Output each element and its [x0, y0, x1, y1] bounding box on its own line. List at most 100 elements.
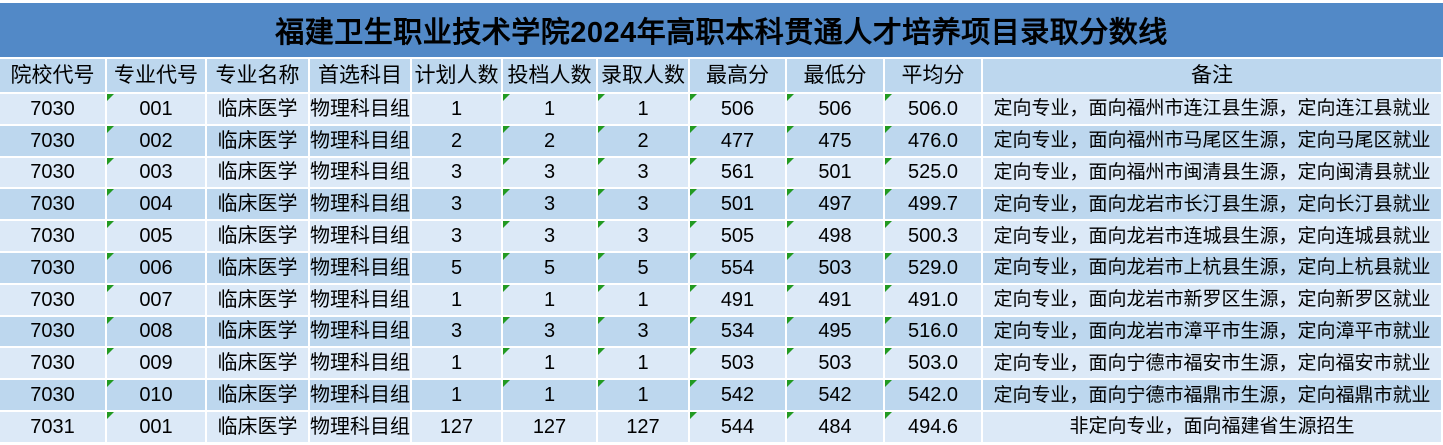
cell-value: 7030 [30, 384, 75, 407]
column-header-planned-count: 计划人数 [412, 59, 503, 94]
error-flag-icon [503, 157, 510, 165]
cell-admitted-count-row3: 3 [598, 157, 690, 190]
cell-planned-count-row7: 1 [412, 284, 503, 317]
cell-planned-count-row2: 2 [412, 125, 503, 158]
column-header-subject-group: 首选科目 [310, 59, 412, 94]
cell-value: 005 [139, 225, 173, 248]
cell-remark-row8: 定向专业，面向龙岩市漳平市生源，定向漳平市就业 [983, 316, 1443, 349]
error-flag-icon [503, 316, 510, 324]
cell-admitted-count-row8: 3 [598, 316, 690, 349]
cell-major-name-row7: 临床医学 [207, 284, 310, 317]
cell-value: 542.0 [907, 384, 959, 407]
cell-subject-group-row10: 物理科目组 [310, 380, 412, 412]
cell-value: 7030 [30, 256, 75, 279]
cell-value: 1 [543, 288, 556, 311]
cell-min-score-row4: 497 [787, 189, 885, 222]
cell-value: 临床医学 [217, 225, 298, 248]
cell-value: 3 [637, 193, 649, 216]
cell-max-score-row10: 542 [690, 380, 787, 412]
cell-avg-score-row9: 503.0 [885, 348, 983, 381]
cell-school-code-row2: 7030 [0, 125, 107, 158]
cell-min-score-row5: 498 [787, 221, 885, 253]
cell-major-code-row7: 007 [107, 284, 207, 317]
cell-value: 临床医学 [217, 97, 298, 120]
error-flag-icon [690, 252, 697, 260]
error-flag-icon [885, 252, 892, 260]
error-flag-icon [503, 125, 510, 133]
cell-value: 物理科目组 [310, 97, 410, 120]
error-flag-icon [690, 125, 697, 133]
error-flag-icon [107, 221, 114, 229]
cell-school-code-row3: 7030 [0, 157, 107, 190]
cell-value: 1 [543, 384, 556, 407]
cell-remark-row11: 非定向专业，面向福建省生源招生 [983, 411, 1443, 444]
cell-max-score-row3: 561 [690, 157, 787, 190]
column-header-major-code: 专业代号 [107, 59, 207, 94]
cell-value: 3 [637, 320, 649, 343]
cell-value: 定向专业，面向福州市连江县生源，定向连江县就业 [993, 98, 1431, 120]
error-flag-icon [503, 284, 510, 292]
cell-value: 1 [450, 97, 463, 120]
cell-subject-group-row3: 物理科目组 [310, 157, 412, 190]
cell-major-name-row4: 临床医学 [207, 189, 310, 222]
error-flag-icon [885, 221, 892, 229]
cell-value: 494.6 [907, 415, 959, 438]
cell-value: 503 [720, 352, 755, 375]
cell-filed-count-row2: 2 [503, 125, 598, 158]
error-flag-icon [885, 157, 892, 165]
error-flag-icon [107, 380, 114, 388]
cell-max-score-row7: 491 [690, 284, 787, 317]
error-flag-icon [885, 380, 892, 388]
cell-admitted-count-row11: 127 [598, 411, 690, 444]
error-flag-icon [690, 284, 697, 292]
cell-school-code-row11: 7031 [0, 411, 107, 444]
cell-value: 定向专业，面向龙岩市上杭县生源，定向上杭县就业 [993, 257, 1431, 279]
error-flag-icon [885, 94, 892, 101]
cell-value: 3 [637, 161, 649, 184]
cell-value: 1 [637, 97, 649, 120]
error-flag-icon [690, 157, 697, 165]
cell-avg-score-row11: 494.6 [885, 411, 983, 444]
cell-value: 临床医学 [217, 352, 298, 375]
cell-value: 127 [439, 415, 474, 438]
cell-value: 009 [139, 352, 173, 375]
error-flag-icon [598, 157, 605, 165]
cell-value: 008 [139, 320, 173, 343]
cell-school-code-row5: 7030 [0, 221, 107, 253]
cell-max-score-row6: 554 [690, 252, 787, 285]
cell-value: 1 [450, 384, 463, 407]
cell-filed-count-row7: 1 [503, 284, 598, 317]
cell-avg-score-row6: 529.0 [885, 252, 983, 285]
cell-value: 1 [637, 288, 649, 311]
cell-value: 503 [818, 256, 852, 279]
cell-value: 2 [637, 129, 649, 152]
cell-major-name-row5: 临床医学 [207, 221, 310, 253]
error-flag-icon [598, 316, 605, 324]
error-flag-icon [690, 221, 697, 229]
cell-subject-group-row11: 物理科目组 [310, 411, 412, 444]
column-header-remark: 备注 [983, 59, 1443, 94]
cell-value: 2 [543, 129, 556, 152]
error-flag-icon [598, 189, 605, 197]
error-flag-icon [503, 348, 510, 356]
cell-value: 临床医学 [217, 129, 298, 152]
error-flag-icon [690, 316, 697, 324]
cell-avg-score-row2: 476.0 [885, 125, 983, 158]
cell-value: 1 [637, 384, 649, 407]
error-flag-icon [107, 94, 114, 101]
cell-avg-score-row1: 506.0 [885, 94, 983, 126]
cell-max-score-row9: 503 [690, 348, 787, 381]
error-flag-icon [787, 284, 794, 292]
cell-value: 501 [818, 161, 852, 184]
cell-major-code-row11: 001 [107, 411, 207, 444]
cell-max-score-row11: 544 [690, 411, 787, 444]
cell-value: 1 [543, 352, 556, 375]
cell-admitted-count-row7: 1 [598, 284, 690, 317]
cell-value: 临床医学 [217, 161, 298, 184]
cell-value: 561 [720, 161, 755, 184]
cell-value: 临床医学 [217, 415, 298, 438]
cell-planned-count-row5: 3 [412, 221, 503, 253]
error-flag-icon [787, 189, 794, 197]
cell-remark-row7: 定向专业，面向龙岩市新罗区生源，定向新罗区就业 [983, 284, 1443, 317]
cell-min-score-row10: 542 [787, 380, 885, 412]
